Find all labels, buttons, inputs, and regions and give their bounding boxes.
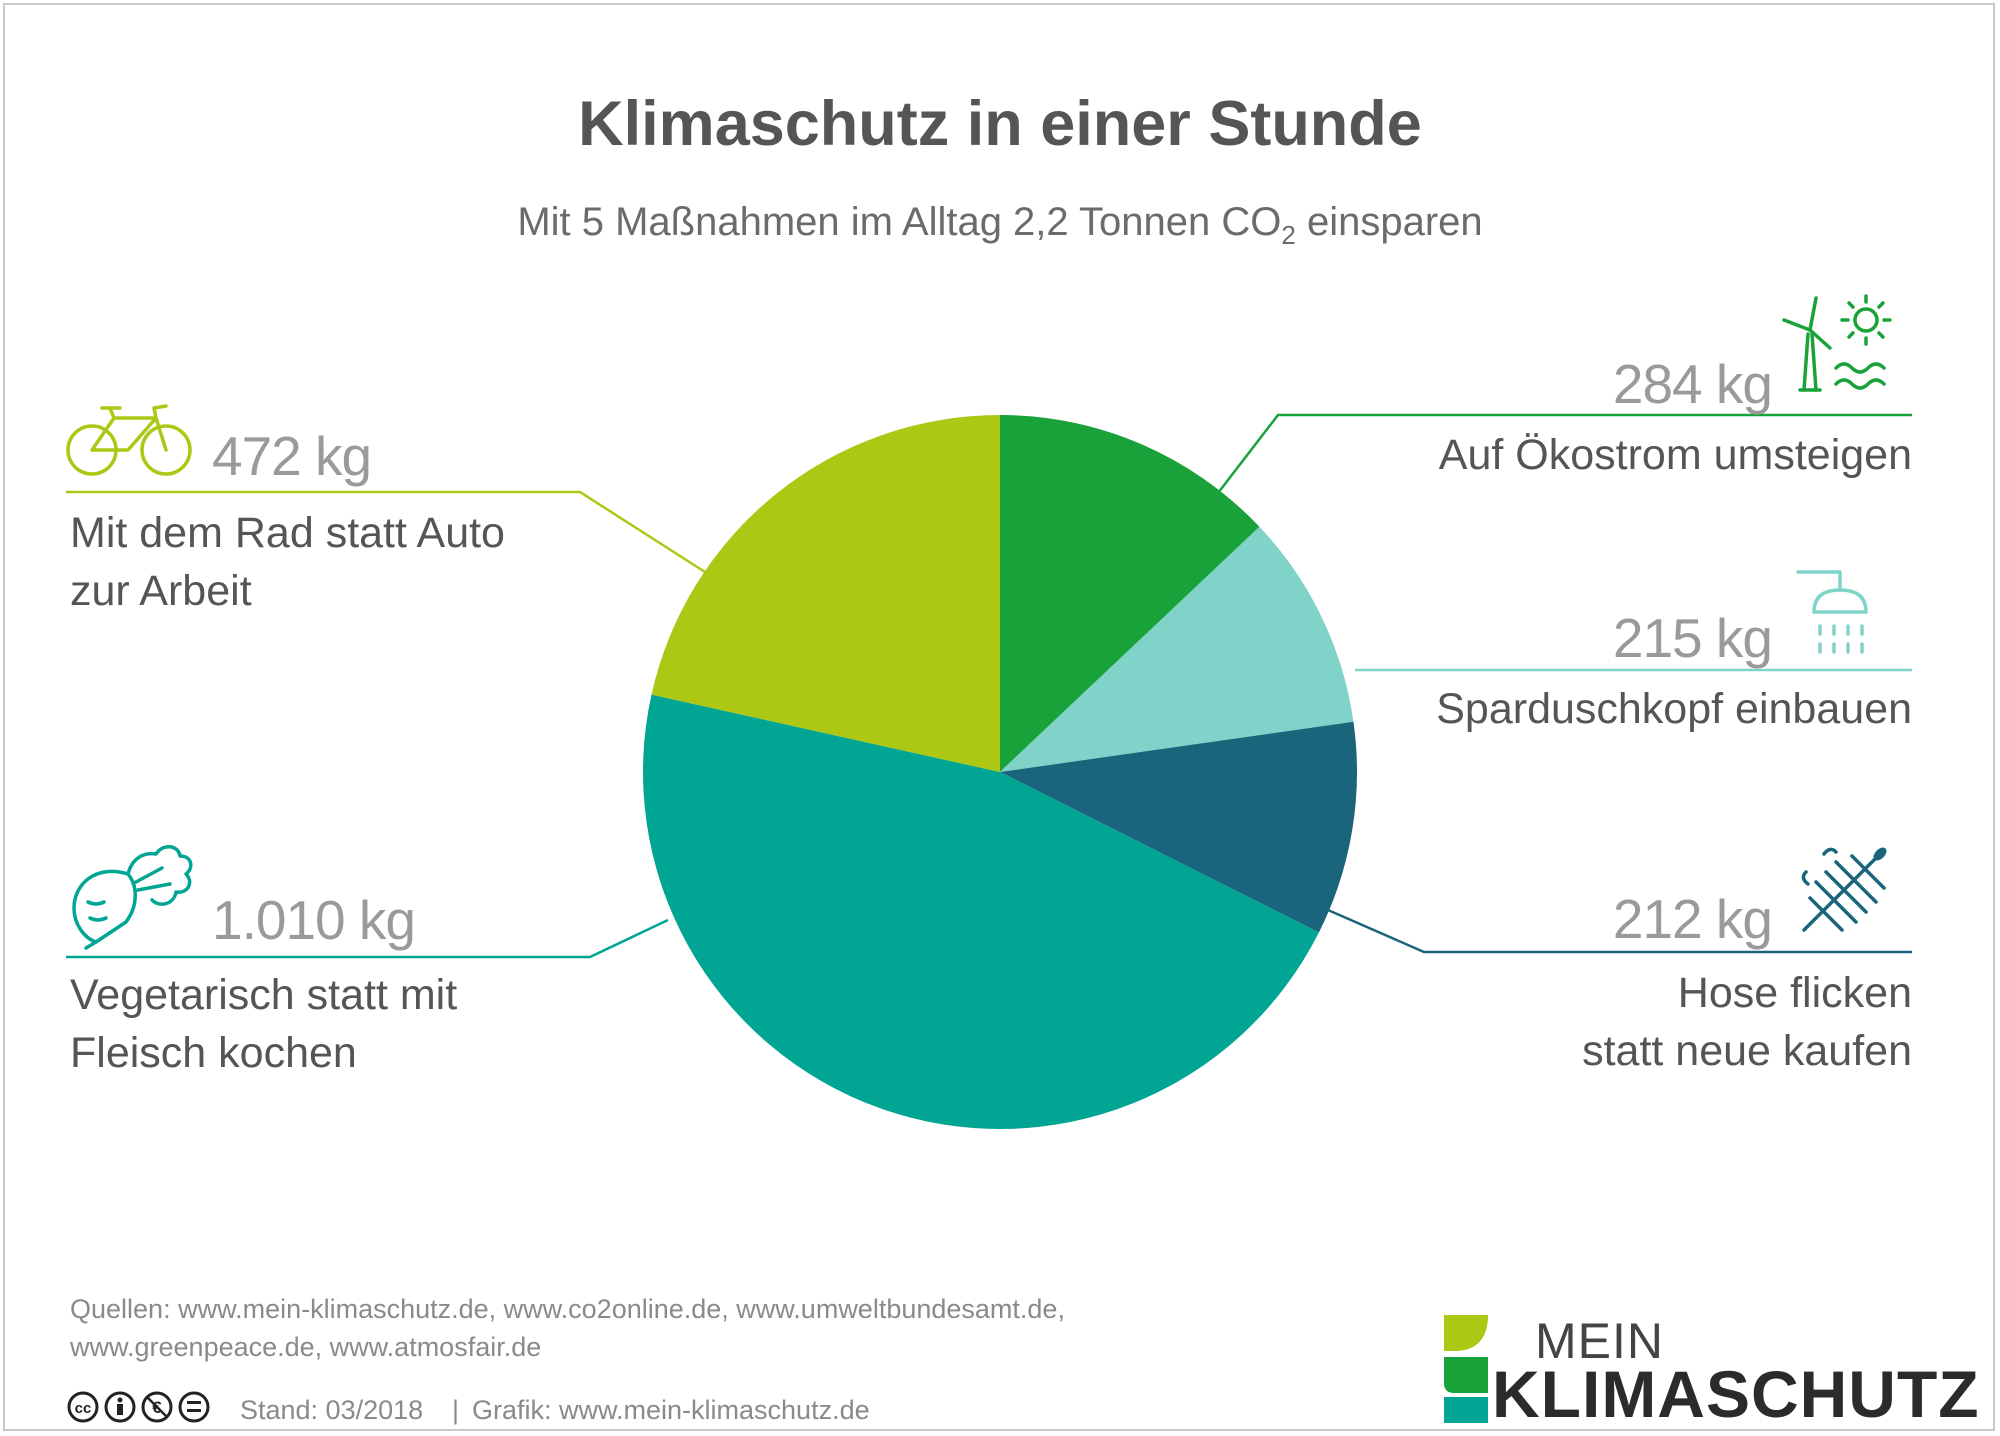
sewing-needle-icon [1801, 847, 1887, 932]
footer-separator: | [452, 1395, 460, 1425]
leader-line-oekostrom [1217, 413, 1912, 494]
pie-slice-rad [651, 415, 1000, 772]
chart-subtitle: Mit 5 Maßnahmen im Alltag 2,2 Tonnen CO2… [517, 200, 1483, 250]
chart-title: Klimaschutz in einer Stunde [578, 89, 1422, 159]
value-label-vegetarisch: 1.010 kg [212, 889, 416, 951]
cc-license-icons: cc € [67, 1391, 210, 1423]
bicycle-icon [66, 404, 192, 476]
logo-text-klimaschutz: KLIMASCHUTZ [1492, 1357, 1980, 1431]
value-label-sparduschkopf: 215 kg [1612, 607, 1773, 669]
slice-label-rad-line2: zur Arbeit [70, 567, 252, 615]
slice-label-hose-line1: Hose flicken [1677, 969, 1912, 1017]
by-icon [104, 1391, 136, 1423]
cc-icon [67, 1391, 99, 1423]
nc-icon [141, 1391, 173, 1423]
leader-line-rad [66, 490, 706, 574]
pie-slice-sparduschkopf [1000, 526, 1354, 772]
value-label-oekostrom: 284 kg [1612, 353, 1773, 415]
svg-text:cc: cc [75, 1400, 92, 1417]
logo-text-mein: MEIN [1535, 1313, 1664, 1369]
beetroot-icon [72, 845, 193, 950]
leader-line-vegetarisch [66, 918, 669, 959]
pie-slice-hose [1000, 721, 1357, 933]
pie-slice-oekostrom [1000, 415, 1260, 772]
pie-slice-vegetarisch [643, 694, 1319, 1129]
wind-solar-water-icon [1782, 294, 1892, 392]
sources-line2: www.greenpeace.de, www.atmosfair.de [70, 1332, 542, 1362]
value-label-hose: 212 kg [1612, 888, 1773, 950]
sources-line1: Quellen: www.mein-klimaschutz.de, www.co… [70, 1294, 1065, 1324]
slice-label-hose-line2: statt neue kaufen [1582, 1027, 1912, 1075]
grafik-credit: Grafik: www.mein-klimaschutz.de [472, 1395, 870, 1425]
leader-line-hose [1327, 908, 1912, 954]
value-label-rad: 472 kg [212, 425, 372, 487]
infographic-frame [3, 3, 1995, 1431]
slice-label-oekostrom: Auf Ökostrom umsteigen [1438, 431, 1912, 479]
slice-label-sparduschkopf: Sparduschkopf einbauen [1436, 685, 1912, 733]
stand-date: Stand: 03/2018 [240, 1395, 424, 1425]
slice-label-vegetarisch-line2: Fleisch kochen [70, 1029, 357, 1077]
logo-leaves-icon [1444, 1315, 1488, 1423]
nd-icon [178, 1391, 210, 1423]
shower-icon [1796, 570, 1868, 654]
slice-label-vegetarisch-line1: Vegetarisch statt mit [70, 971, 458, 1019]
slice-label-rad-line1: Mit dem Rad statt Auto [70, 509, 505, 557]
